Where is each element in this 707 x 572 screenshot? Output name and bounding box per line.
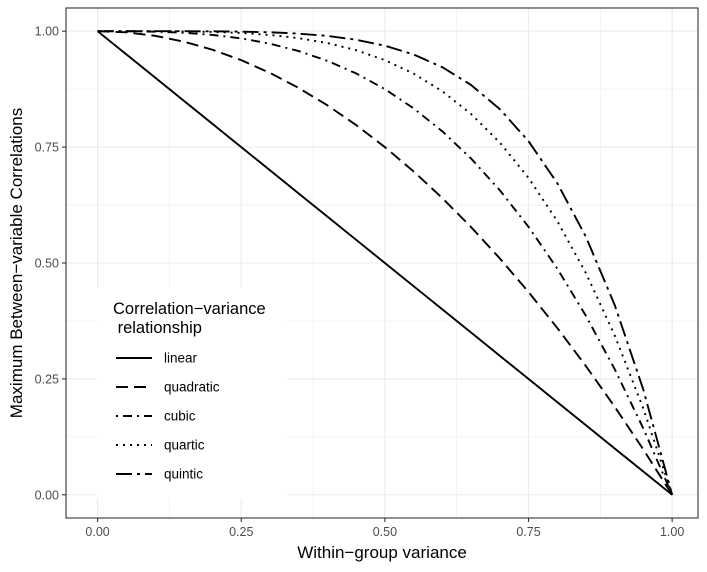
series-line-linear — [97, 30, 673, 496]
legend-title: Correlation−variance relationship — [113, 300, 266, 337]
legend-background — [97, 288, 287, 498]
y-axis-title: Maximum Between−variable Correlations — [7, 108, 26, 418]
legend: Correlation−variance relationship linear… — [97, 288, 287, 498]
legend-title-line: relationship — [113, 319, 202, 337]
series-lines — [97, 30, 674, 496]
x-tick-label: 0.75 — [516, 525, 540, 539]
legend-label-cubic: cubic — [164, 409, 196, 424]
legend-title-line: Correlation−variance — [113, 300, 266, 318]
series-line-quintic — [97, 30, 674, 496]
axis-ticks: 0.00 0.25 0.50 0.75 1.00 0.00 0.25 0.50 0.75 1.00 — [35, 25, 685, 539]
y-tick-label: 1.00 — [35, 25, 59, 39]
y-tick-label: 0.50 — [35, 257, 59, 271]
legend-items: linear quadratic cubic quartic quintic — [116, 351, 220, 482]
legend-label-quartic: quartic — [164, 438, 205, 453]
legend-label-quintic: quintic — [164, 467, 203, 482]
x-tick-label: 0.50 — [373, 525, 397, 539]
y-tick-label: 0.00 — [35, 488, 59, 502]
y-tick-label: 0.75 — [35, 141, 59, 155]
y-tick-label: 0.25 — [35, 372, 59, 386]
legend-label-quadratic: quadratic — [164, 380, 220, 395]
legend-label-linear: linear — [164, 351, 198, 366]
series-line-quadratic — [97, 30, 673, 496]
x-tick-label: 0.25 — [229, 525, 253, 539]
x-axis-title: Within−group variance — [297, 543, 467, 562]
x-tick-label: 1.00 — [660, 525, 684, 539]
series-line-cubic — [97, 30, 674, 496]
x-tick-label: 0.00 — [85, 525, 109, 539]
